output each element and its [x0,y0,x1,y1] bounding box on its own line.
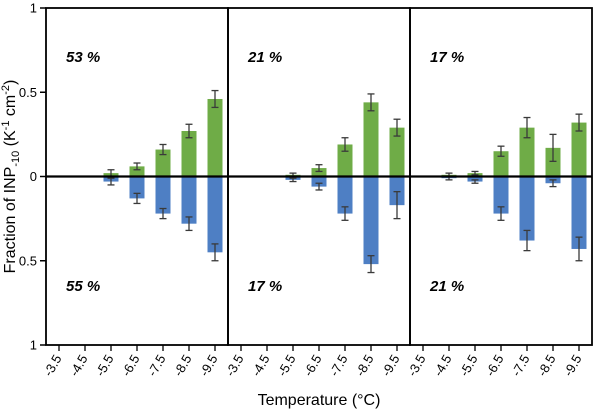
x-tick-label: -7.5 [508,352,532,379]
bar-down [363,176,379,265]
x-tick-label: -7.5 [326,352,350,379]
x-tick-label: -9.5 [560,352,584,379]
bar-down [389,176,405,206]
bar-down [493,176,509,214]
percent-label-bottom: 21 % [429,278,464,295]
bar-up [155,149,171,177]
x-tick-label: -6.5 [482,352,506,379]
bar-down [467,176,483,182]
bar-down [207,176,223,253]
x-tick-label: -5.5 [456,352,480,379]
y-tick-label: 0 [30,169,37,184]
x-tick-label: -4.5 [430,352,454,379]
bar-up [207,98,223,177]
x-axis-title: Temperature (°C) [258,392,381,409]
x-tick-label: -8.5 [170,352,194,379]
x-tick-label: -7.5 [144,352,168,379]
bar-up [363,102,379,177]
bar-up [571,122,587,177]
bar-up [337,144,353,177]
bar-down [337,176,353,214]
bar-down [129,176,145,199]
x-tick-label: -4.5 [248,352,272,379]
bar-up [129,166,145,177]
bar-up [493,151,509,177]
bar-up [181,131,197,177]
x-tick-label: -9.5 [378,352,402,379]
x-tick-label: -3.5 [222,352,246,379]
bar-down [311,176,327,187]
bar-down [519,176,535,241]
y-tick-label: 1 [30,1,37,16]
bar-down [181,176,197,224]
percent-label-bottom: 17 % [248,278,282,295]
y-tick-label: 1 [30,338,37,353]
x-tick-label: -8.5 [534,352,558,379]
x-tick-label: -8.5 [352,352,376,379]
x-tick-label: -6.5 [300,352,324,379]
y-tick-label: 0.5 [19,85,37,100]
bar-up [311,168,327,177]
x-tick-label: -5.5 [92,352,116,379]
x-tick-label: -9.5 [196,352,220,379]
percent-label-bottom: 55 % [66,278,100,295]
x-tick-label: -3.5 [40,352,64,379]
percent-label-top: 53 % [66,49,100,66]
bar-up [519,127,535,177]
bar-up [545,147,561,177]
x-tick-label: -5.5 [274,352,298,379]
y-tick-label: 0.5 [19,253,37,268]
bar-down [571,176,587,249]
percent-label-top: 17 % [430,49,464,66]
y-axis-label: Fraction of INP-10 (K-1 cm-2) [0,80,22,274]
bar-down [155,176,171,214]
x-tick-label: -4.5 [66,352,90,379]
bar-up [389,127,405,177]
percent-label-top: 21 % [247,49,282,66]
x-tick-label: -6.5 [118,352,142,379]
x-tick-label: -3.5 [404,352,428,379]
